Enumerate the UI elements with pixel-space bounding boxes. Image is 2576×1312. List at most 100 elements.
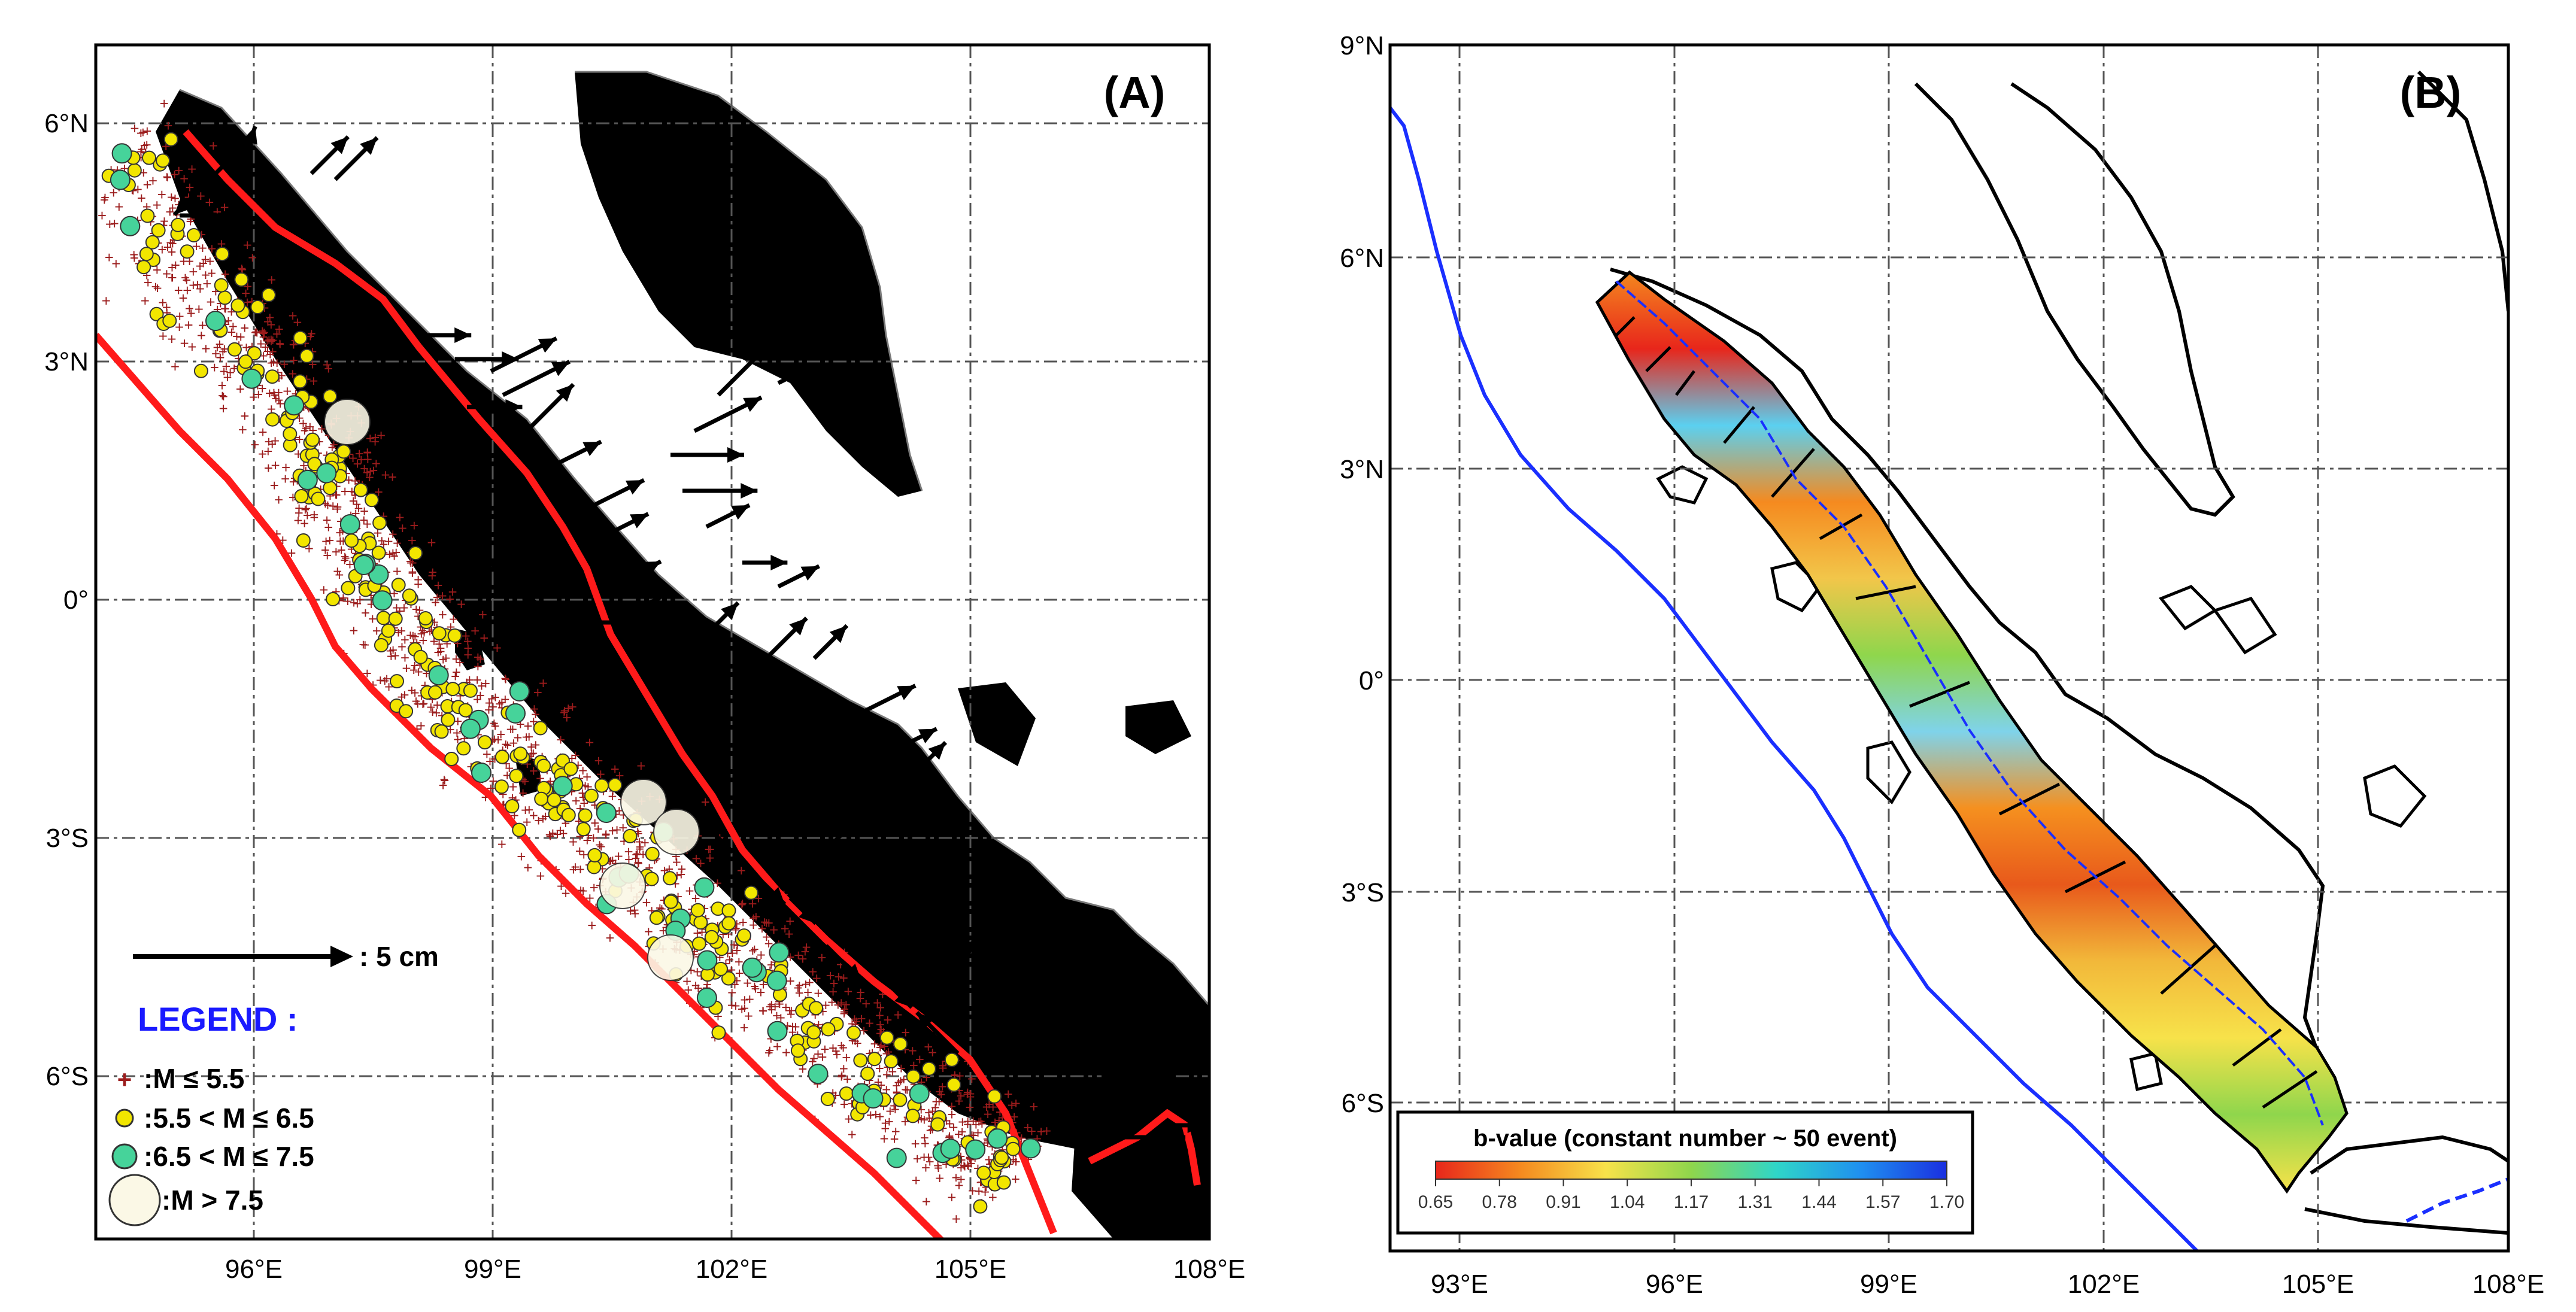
event-cross: +: [227, 323, 236, 341]
event-cross: +: [767, 1001, 776, 1019]
event-cross: +: [385, 545, 394, 563]
event-cross: +: [968, 1182, 977, 1199]
event-circle-mid: [388, 611, 403, 626]
event-cross: +: [393, 563, 402, 581]
event-cross: +: [751, 907, 760, 925]
event-cross: +: [196, 280, 205, 298]
event-circle-mid: [691, 936, 706, 951]
event-cross: +: [436, 639, 445, 657]
event-cross: +: [928, 1044, 937, 1062]
y-tick: 0°: [1359, 666, 1384, 696]
event-cross: +: [111, 254, 120, 272]
event-cross: +: [477, 677, 486, 695]
event-cross: +: [349, 622, 358, 640]
event-cross: +: [341, 482, 350, 500]
colorbar-title: b-value (constant number ~ 50 event): [1473, 1125, 1897, 1152]
event-cross: +: [100, 191, 109, 209]
event-cross: +: [309, 372, 318, 390]
event-circle-mid: [536, 758, 551, 773]
event-cross: +: [957, 1171, 966, 1189]
event-cross: +: [293, 511, 302, 529]
event-cross: +: [355, 445, 364, 463]
event-cross: +: [219, 388, 228, 406]
event-cross: +: [209, 137, 218, 155]
event-circle-mid: [663, 894, 678, 909]
event-cross: +: [965, 1098, 974, 1116]
event-cross: +: [585, 734, 594, 752]
event-cross: +: [400, 631, 409, 649]
y-tick: 3°S: [1342, 878, 1384, 907]
event-cross: +: [701, 793, 710, 811]
event-circle-large: [110, 169, 131, 190]
event-cross: +: [960, 1156, 969, 1174]
event-cross: +: [509, 734, 518, 752]
event-cross: +: [283, 382, 292, 400]
event-cross: +: [562, 709, 571, 727]
colorbar: b-value (constant number ~ 50 event) 0.6…: [1396, 1110, 1974, 1235]
event-cross: +: [947, 1188, 956, 1206]
event-circle-mid: [860, 1066, 875, 1081]
event-cross: +: [207, 265, 216, 283]
event-cross: +: [738, 895, 747, 913]
event-circle-large: [111, 143, 132, 164]
event-cross: +: [408, 563, 417, 581]
event-circle-large: [316, 463, 337, 484]
colorbar-tick-label: 1.17: [1674, 1192, 1709, 1212]
event-cross: +: [153, 196, 162, 214]
event-circle-mid: [299, 348, 314, 363]
y-tick: 3°S: [46, 824, 89, 853]
event-cross: +: [892, 1077, 901, 1095]
event-circle-mid: [494, 779, 509, 794]
event-cross: +: [180, 335, 189, 353]
event-circle-mid: [839, 1086, 854, 1101]
event-cross: +: [829, 974, 838, 992]
event-cross: +: [392, 543, 400, 561]
event-cross: +: [266, 330, 275, 348]
event-cross: +: [474, 648, 483, 666]
event-cross: +: [829, 1039, 838, 1057]
colorbar-tick-label: 1.04: [1610, 1192, 1644, 1212]
event-cross: +: [241, 284, 250, 302]
event-cross: +: [826, 967, 835, 985]
colorbar-tick-label: 1.44: [1801, 1192, 1836, 1212]
event-circle-mid: [171, 217, 186, 232]
event-cross: +: [363, 444, 372, 462]
event-cross: +: [814, 985, 823, 1003]
event-cross: +: [393, 534, 402, 552]
event-cross: +: [201, 251, 210, 269]
event-cross: +: [186, 210, 195, 228]
event-cross: +: [271, 457, 280, 475]
event-circle-large: [428, 665, 449, 686]
event-circle-mid: [365, 493, 379, 508]
event-cross: +: [795, 976, 804, 994]
event-cross: +: [969, 1112, 978, 1130]
event-cross: +: [195, 300, 204, 318]
event-cross: +: [408, 564, 417, 582]
event-circle-mid: [136, 260, 151, 275]
event-cross: +: [372, 454, 381, 472]
event-cross: +: [524, 801, 533, 819]
event-cross: +: [817, 949, 826, 967]
event-cross: +: [589, 829, 598, 847]
event-circle-mid: [186, 228, 201, 242]
y-tick: 3°N: [1340, 455, 1384, 484]
event-cross: +: [632, 846, 641, 864]
colorbar-tick-label: 0.91: [1546, 1192, 1580, 1212]
event-cross: +: [163, 238, 172, 256]
event-cross: +: [802, 938, 811, 956]
event-cross: +: [839, 1039, 848, 1057]
x-tick: 99°E: [464, 1255, 521, 1284]
event-cross: +: [353, 455, 362, 473]
event-circle-mid: [821, 1022, 836, 1037]
event-cross: +: [413, 695, 422, 713]
event-cross: +: [590, 814, 599, 832]
event-circle-mid: [353, 482, 368, 497]
event-cross: +: [265, 309, 274, 327]
event-circle-mid: [372, 515, 387, 530]
event-cross: +: [749, 909, 758, 927]
event-cross: +: [608, 822, 617, 840]
sumatra-land: [156, 90, 1209, 1167]
x-tick: 96°E: [225, 1255, 283, 1284]
event-cross: +: [856, 983, 865, 1001]
event-circle-large: [339, 514, 360, 534]
